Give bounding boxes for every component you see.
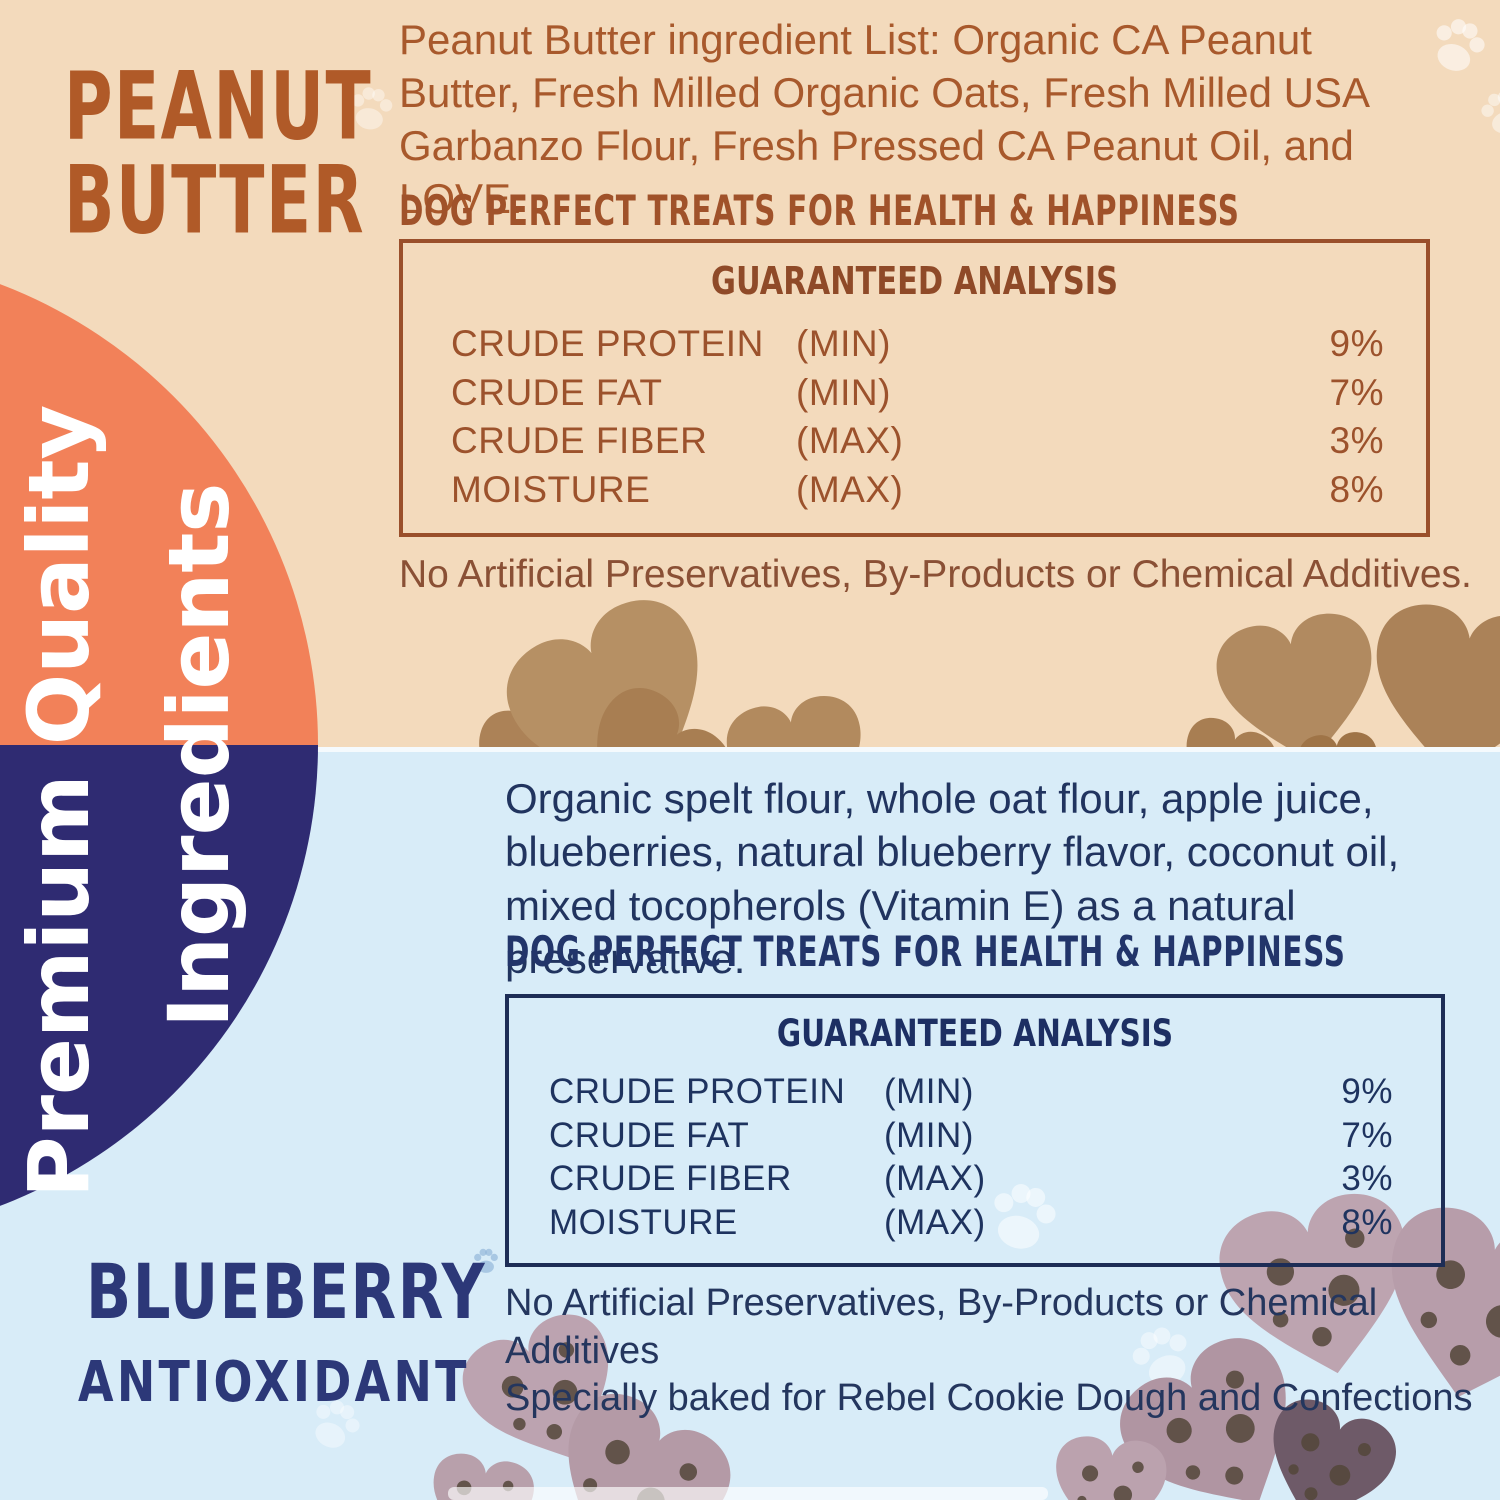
dog-treat-heart-icon — [726, 696, 861, 747]
dog-treat-heart-icon — [1056, 1436, 1167, 1500]
flavor-title: BLUEBERRY ANTIOXIDANT — [42, 1247, 487, 1415]
value-label: 8% — [1329, 468, 1384, 510]
nutrient-label: CRUDE PROTEIN — [451, 323, 764, 364]
nutrient-label: CRUDE FAT — [549, 1115, 750, 1155]
paw-print-icon — [1481, 91, 1500, 134]
blueberry-guaranteed-analysis-table: GUARANTEED ANALYSIS CRUDE PROTEIN (MIN) … — [505, 994, 1445, 1267]
flavor-title-line1: BLUEBERRY — [86, 1247, 487, 1336]
disclaimer-line2: Specially baked for Rebel Cookie Dough a… — [505, 1377, 1473, 1419]
product-title-line1: PEANUT — [64, 52, 373, 162]
dog-treat-heart-icon — [597, 688, 733, 747]
dog-treat-heart-icon — [479, 710, 585, 747]
value-label: 7% — [1341, 1115, 1393, 1155]
nutrient-label: MOISTURE — [451, 468, 651, 510]
nutrient-label: CRUDE PROTEIN — [549, 1072, 846, 1111]
table-row: CRUDE PROTEIN (MIN) 9% — [451, 323, 1384, 365]
value-label: 3% — [1329, 420, 1384, 462]
qualifier-label: (MAX) — [884, 1159, 986, 1199]
section-divider — [0, 747, 1500, 752]
dog-treat-heart-icon — [1186, 717, 1276, 747]
blueberry-ingredient-list: Organic spelt flour, whole oat flour, ap… — [505, 775, 1400, 982]
qualifier-label: (MAX) — [796, 468, 904, 510]
qualifier-label: (MIN) — [796, 371, 891, 413]
surface-highlight — [448, 1487, 1048, 1500]
qualifier-label: (MAX) — [796, 420, 904, 462]
dog-treat-heart-icon — [1298, 732, 1377, 747]
qualifier-label: (MIN) — [884, 1072, 974, 1111]
table-row: CRUDE FIBER (MAX) 3% — [451, 420, 1384, 462]
analysis-title: GUARANTEED ANALYSIS — [711, 259, 1118, 303]
value-label: 9% — [1329, 323, 1384, 364]
table-row: CRUDE FAT (MIN) 7% — [549, 1116, 1393, 1156]
analysis-rows: CRUDE PROTEIN (MIN) 9% CRUDE FAT (MIN) 7… — [451, 323, 1384, 511]
peanut-guaranteed-analysis-table: GUARANTEED ANALYSIS CRUDE PROTEIN (MIN) … — [399, 239, 1430, 537]
table-row: CRUDE FAT (MIN) 7% — [451, 372, 1384, 414]
analysis-rows: CRUDE PROTEIN (MIN) 9% CRUDE FAT (MIN) 7… — [549, 1072, 1393, 1243]
table-row: MOISTURE (MAX) 8% — [451, 469, 1384, 511]
analysis-title: GUARANTEED ANALYSIS — [776, 1012, 1174, 1055]
peanut-ingredient-list: Peanut Butter ingredient List: Organic C… — [399, 16, 1368, 222]
dog-treat-heart-icon — [1376, 604, 1500, 747]
nutrient-label: CRUDE FIBER — [549, 1159, 792, 1199]
table-row: CRUDE FIBER (MAX) 3% — [549, 1159, 1393, 1199]
dog-treat-heart-icon — [1216, 613, 1372, 747]
dog-treat-heart-icon — [506, 600, 698, 747]
blueberry-tagline: DOG PERFECT TREATS FOR HEALTH & HAPPINES… — [505, 927, 1346, 976]
value-label: 8% — [1341, 1202, 1393, 1242]
nutrient-label: CRUDE FAT — [451, 371, 663, 413]
peanut-disclaimer: No Artificial Preservatives, By-Products… — [399, 553, 1472, 596]
table-row: MOISTURE (MAX) 8% — [549, 1203, 1393, 1243]
side-banner-line1: Premium Quality — [10, 404, 108, 1198]
qualifier-label: (MAX) — [884, 1202, 986, 1242]
disclaimer-line1: No Artificial Preservatives, By-Products… — [505, 1282, 1378, 1372]
qualifier-label: (MIN) — [796, 323, 891, 364]
value-label: 3% — [1341, 1159, 1393, 1199]
quality-badge-circle — [0, 252, 318, 1238]
flavor-title-line2: ANTIOXIDANT — [78, 1350, 470, 1415]
product-title-line2: BUTTER — [64, 146, 366, 256]
value-label: 9% — [1341, 1072, 1393, 1111]
value-label: 7% — [1329, 371, 1384, 413]
nutrient-label: CRUDE FIBER — [451, 420, 708, 462]
badge-navy-half — [0, 745, 318, 1238]
paw-print-icon — [1436, 19, 1485, 71]
table-row: CRUDE PROTEIN (MIN) 9% — [549, 1072, 1393, 1112]
side-banner-line2: Ingredients — [150, 482, 248, 1028]
qualifier-label: (MIN) — [884, 1115, 974, 1155]
peanut-tagline: DOG PERFECT TREATS FOR HEALTH & HAPPINES… — [399, 186, 1240, 235]
blueberry-disclaimer: No Artificial Preservatives, By-Products… — [505, 1280, 1500, 1423]
badge-orange-half — [0, 252, 318, 745]
nutrient-label: MOISTURE — [549, 1202, 738, 1242]
